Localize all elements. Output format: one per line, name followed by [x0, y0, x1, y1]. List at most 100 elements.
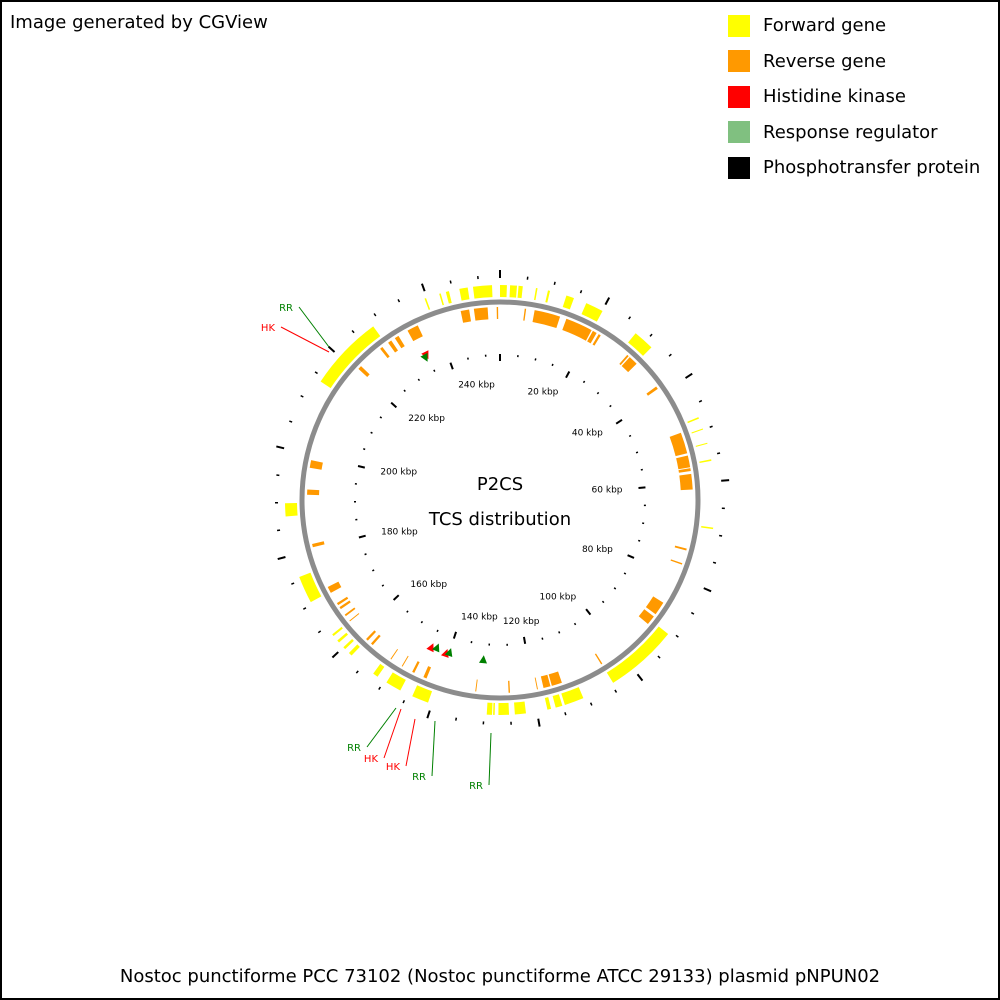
phosphotransfer-protein-swatch — [728, 156, 750, 179]
inner-minor-tick — [433, 369, 436, 372]
legend-label: Forward gene — [763, 15, 887, 37]
reverse-gene — [388, 340, 398, 353]
outer-minor-tick — [716, 452, 721, 455]
inner-minor-tick — [372, 569, 375, 572]
legend-label: Reverse gene — [763, 50, 887, 72]
forward-gene — [628, 333, 652, 356]
inner-major-tick — [392, 594, 400, 601]
outer-minor-tick — [657, 655, 661, 659]
outer-minor-tick — [675, 634, 679, 638]
inner-minor-tick — [596, 391, 600, 395]
inner-major-tick — [638, 486, 646, 489]
callout-label: HK — [386, 762, 401, 773]
outer-minor-tick — [455, 717, 458, 721]
tick-label: 40 kbp — [572, 429, 603, 439]
forward-gene — [493, 702, 495, 715]
center-title-line1: P2CS — [477, 474, 523, 495]
callout-leader-line — [405, 718, 416, 767]
reverse-gene — [587, 330, 597, 344]
response-regulator-marker — [444, 648, 453, 657]
reverse-gene — [670, 559, 683, 565]
inner-minor-tick — [558, 631, 561, 634]
legend-label: Histidine kinase — [763, 86, 906, 108]
reverse-gene — [339, 600, 351, 610]
forward-gene — [691, 428, 704, 434]
outer-minor-tick — [628, 316, 632, 320]
outer-minor-tick — [300, 394, 304, 398]
inner-minor-tick — [613, 587, 617, 590]
forward-gene — [498, 702, 510, 715]
outer-minor-tick — [378, 686, 382, 690]
reverse-gene — [394, 335, 405, 349]
reverse-gene — [312, 541, 325, 548]
forward-gene-swatch — [728, 14, 750, 37]
inner-major-tick — [358, 534, 366, 539]
inner-minor-tick — [635, 451, 639, 454]
outer-major-tick — [703, 587, 712, 593]
forward-gene — [517, 285, 523, 299]
inner-minor-tick — [541, 637, 544, 640]
response-regulator-swatch — [728, 121, 750, 144]
outer-minor-tick — [402, 700, 406, 704]
inner-minor-tick — [364, 553, 367, 556]
forward-gene — [695, 442, 708, 447]
forward-gene — [486, 702, 493, 715]
reverse-gene — [307, 489, 320, 496]
reverse-gene — [674, 545, 687, 551]
inner-major-tick — [449, 362, 454, 370]
inner-minor-tick — [403, 389, 406, 392]
forward-gene — [459, 287, 470, 301]
inner-major-tick — [627, 554, 635, 559]
callout-leader-line — [280, 326, 330, 353]
reverse-gene — [645, 596, 664, 615]
callout-leader-line — [431, 720, 436, 777]
reverse-gene — [534, 677, 538, 690]
reverse-gene — [401, 655, 409, 667]
outer-major-tick — [636, 673, 644, 682]
outer-minor-tick — [579, 290, 583, 294]
legend-item-response-regulator: Response regulator — [728, 115, 980, 151]
forward-gene — [332, 626, 343, 637]
forward-gene-track — [285, 284, 714, 715]
outer-minor-tick — [649, 333, 653, 337]
forward-gene — [514, 701, 526, 715]
outer-minor-tick — [690, 611, 695, 615]
inner-minor-tick — [420, 620, 424, 624]
inner-minor-tick — [406, 610, 409, 613]
forward-gene — [552, 694, 563, 708]
inner-minor-tick — [609, 404, 612, 408]
inner-minor-tick — [417, 378, 421, 382]
response-regulator-marker — [420, 352, 428, 362]
outer-minor-tick — [564, 712, 567, 716]
inner-major-tick — [452, 631, 458, 639]
inner-minor-tick — [436, 629, 439, 633]
tick-label: 160 kbp — [410, 580, 447, 590]
histidine-kinase-marker — [441, 649, 449, 658]
outer-minor-tick — [314, 371, 318, 375]
outer-minor-tick — [373, 313, 377, 317]
reverse-gene — [562, 318, 592, 341]
callout-label: RR — [279, 303, 293, 314]
inner-tick-ring: 20 kbp 40 kbp 60 kbp 80 kbp 100 kbp 120 kbp 14… — [354, 354, 646, 646]
inner-major-tick — [357, 465, 366, 469]
outer-major-tick — [721, 479, 730, 482]
forward-gene — [701, 526, 714, 530]
forward-gene — [545, 290, 551, 303]
legend-label: Phosphotransfer protein — [763, 157, 981, 179]
callout-label: RR — [412, 772, 426, 783]
reverse-gene — [366, 630, 377, 641]
forward-gene — [533, 288, 538, 301]
reverse-gene — [619, 354, 629, 366]
forward-gene — [445, 291, 452, 304]
legend-item-histidine-kinase: Histidine kinase — [728, 79, 980, 115]
reverse-gene — [336, 596, 349, 606]
outer-minor-tick — [668, 353, 672, 357]
outer-minor-tick — [355, 670, 359, 674]
reverse-gene — [646, 386, 658, 396]
inner-minor-tick — [381, 584, 385, 587]
credit-text: Image generated by CGView — [10, 12, 268, 33]
outer-major-tick — [327, 345, 336, 353]
legend-label: Response regulator — [763, 121, 938, 143]
reverse-gene — [475, 679, 478, 692]
inner-minor-tick — [551, 363, 554, 367]
